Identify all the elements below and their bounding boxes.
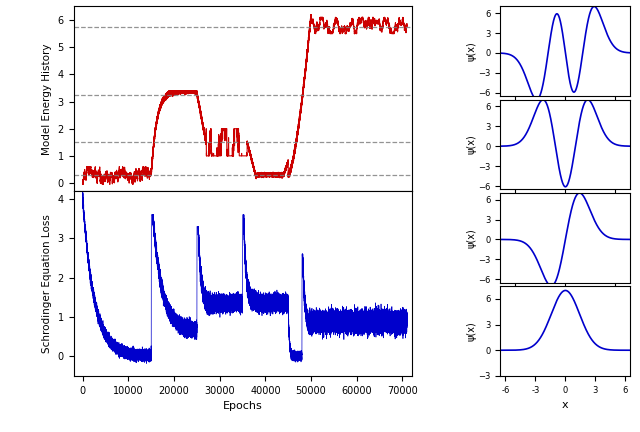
X-axis label: Epochs: Epochs	[223, 401, 262, 411]
Y-axis label: ψ(x): ψ(x)	[467, 135, 477, 154]
Y-axis label: Model Energy History: Model Energy History	[42, 43, 52, 155]
Y-axis label: ψ(x): ψ(x)	[467, 228, 477, 248]
Y-axis label: Schrodinger Equation Loss: Schrodinger Equation Loss	[42, 214, 52, 353]
Y-axis label: ψ(x): ψ(x)	[467, 41, 477, 61]
Y-axis label: ψ(x): ψ(x)	[467, 321, 477, 341]
X-axis label: x: x	[562, 400, 569, 410]
